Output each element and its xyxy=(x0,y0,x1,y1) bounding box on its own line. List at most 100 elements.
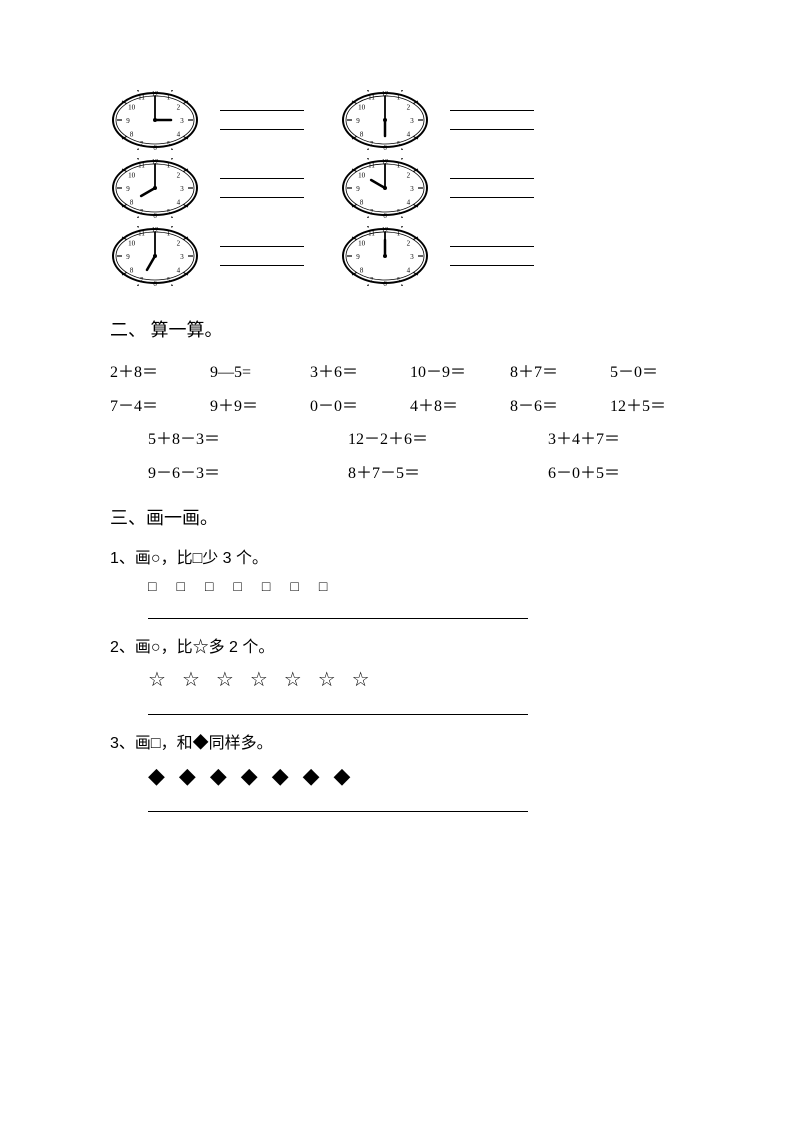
clock: 121234567891011 xyxy=(340,158,430,218)
q2-text: 2、画○，比☆多 2 个。 xyxy=(110,633,693,657)
svg-text:5: 5 xyxy=(167,140,171,148)
q3-answer-line[interactable] xyxy=(148,811,528,812)
svg-text:3: 3 xyxy=(410,117,414,125)
calc-expr: 8＋7－5＝ xyxy=(348,457,548,491)
svg-text:2: 2 xyxy=(407,172,411,180)
answer-line[interactable] xyxy=(450,129,534,130)
q2-answer-line[interactable] xyxy=(148,714,528,715)
svg-text:7: 7 xyxy=(370,276,374,284)
svg-text:11: 11 xyxy=(368,162,375,170)
answer-line[interactable] xyxy=(220,265,304,266)
svg-text:9: 9 xyxy=(126,185,130,193)
calc-expr: 0－0＝ xyxy=(310,390,410,424)
clock-row: 121234567891011 121234567891011 xyxy=(110,90,693,150)
answer-line[interactable] xyxy=(220,197,304,198)
svg-text:8: 8 xyxy=(130,131,134,139)
q1-answer-line[interactable] xyxy=(148,618,528,619)
calc-expr: 9－6－3＝ xyxy=(148,457,348,491)
calc-expr: 5－0＝ xyxy=(610,356,710,390)
svg-text:7: 7 xyxy=(370,140,374,148)
answer-line[interactable] xyxy=(220,178,304,179)
section3-title: 三、画一画。 xyxy=(110,504,693,530)
calc-expr: 8－6＝ xyxy=(510,390,610,424)
svg-text:9: 9 xyxy=(356,185,360,193)
svg-text:10: 10 xyxy=(128,240,136,248)
calc-expr: 4＋8＝ xyxy=(410,390,510,424)
calc-expr: 3＋6＝ xyxy=(310,356,410,390)
q3-text: 3、画□，和◆同样多。 xyxy=(110,729,693,753)
svg-text:7: 7 xyxy=(140,276,144,284)
clock-answer-lines xyxy=(220,178,304,198)
svg-text:4: 4 xyxy=(177,267,181,275)
svg-text:3: 3 xyxy=(180,117,184,125)
answer-line[interactable] xyxy=(450,197,534,198)
answer-line[interactable] xyxy=(220,110,304,111)
svg-text:7: 7 xyxy=(140,208,144,216)
svg-text:10: 10 xyxy=(358,240,366,248)
answer-line[interactable] xyxy=(450,178,534,179)
svg-text:4: 4 xyxy=(177,131,181,139)
svg-text:11: 11 xyxy=(368,94,375,102)
svg-text:10: 10 xyxy=(128,104,136,112)
svg-text:1: 1 xyxy=(167,230,171,238)
svg-text:1: 1 xyxy=(167,94,171,102)
calc-expr: 6－0＋5＝ xyxy=(548,457,748,491)
svg-text:2: 2 xyxy=(177,240,181,248)
worksheet-page: 121234567891011 121234567891011 xyxy=(0,0,793,872)
svg-text:8: 8 xyxy=(130,267,134,275)
question-1: 1、画○，比□少 3 个。 □□□□□□□ xyxy=(110,544,693,619)
calc-grid: 2＋8＝ 9—5= 3＋6＝ 10－9＝ 8＋7＝ 5－0＝ 7－4＝ 9＋9＝… xyxy=(110,356,693,490)
svg-text:9: 9 xyxy=(356,253,360,261)
svg-text:5: 5 xyxy=(167,208,171,216)
svg-text:6: 6 xyxy=(153,144,157,150)
clock-answer-lines xyxy=(220,246,304,266)
svg-text:6: 6 xyxy=(383,144,387,150)
calc-expr: 3＋4＋7＝ xyxy=(548,423,748,457)
calc-expr: 5＋8－3＝ xyxy=(148,423,348,457)
calc-row: 5＋8－3＝ 12－2＋6＝ 3＋4＋7＝ xyxy=(148,423,693,457)
svg-text:8: 8 xyxy=(130,199,134,207)
answer-line[interactable] xyxy=(450,110,534,111)
svg-text:11: 11 xyxy=(138,94,145,102)
section2-title: 二、 算一算。 xyxy=(110,316,693,342)
answer-line[interactable] xyxy=(450,246,534,247)
svg-text:6: 6 xyxy=(383,280,387,286)
svg-text:8: 8 xyxy=(360,267,364,275)
clock-answer-lines xyxy=(450,110,534,130)
q3-shapes: ◆◆◆◆◆◆◆ xyxy=(148,763,693,789)
clock: 121234567891011 xyxy=(110,226,200,286)
svg-text:3: 3 xyxy=(180,185,184,193)
answer-line[interactable] xyxy=(220,246,304,247)
svg-text:9: 9 xyxy=(126,117,130,125)
clock-pair: 121234567891011 xyxy=(110,158,340,218)
svg-text:4: 4 xyxy=(407,267,411,275)
svg-text:1: 1 xyxy=(397,94,401,102)
svg-text:11: 11 xyxy=(368,230,375,238)
svg-text:10: 10 xyxy=(128,172,136,180)
svg-text:4: 4 xyxy=(407,131,411,139)
svg-text:8: 8 xyxy=(360,199,364,207)
svg-text:2: 2 xyxy=(177,104,181,112)
svg-text:2: 2 xyxy=(177,172,181,180)
svg-text:5: 5 xyxy=(397,276,401,284)
calc-expr: 8＋7＝ xyxy=(510,356,610,390)
svg-text:9: 9 xyxy=(356,117,360,125)
calc-expr: 7－4＝ xyxy=(110,390,210,424)
clock-pair: 121234567891011 xyxy=(340,90,570,150)
clock-pair: 121234567891011 xyxy=(340,226,570,286)
svg-text:10: 10 xyxy=(358,104,366,112)
svg-text:9: 9 xyxy=(126,253,130,261)
svg-text:6: 6 xyxy=(153,280,157,286)
svg-text:5: 5 xyxy=(167,276,171,284)
answer-line[interactable] xyxy=(220,129,304,130)
svg-text:1: 1 xyxy=(397,162,401,170)
question-3: 3、画□，和◆同样多。 ◆◆◆◆◆◆◆ xyxy=(110,729,693,812)
calc-row: 9－6－3＝ 8＋7－5＝ 6－0＋5＝ xyxy=(148,457,693,491)
calc-row: 2＋8＝ 9—5= 3＋6＝ 10－9＝ 8＋7＝ 5－0＝ xyxy=(110,356,693,390)
clock-row: 121234567891011 121234567891011 xyxy=(110,158,693,218)
answer-line[interactable] xyxy=(450,265,534,266)
clock: 121234567891011 xyxy=(110,158,200,218)
svg-text:11: 11 xyxy=(138,162,145,170)
calc-row: 7－4＝ 9＋9＝ 0－0＝ 4＋8＝ 8－6＝ 12＋5＝ xyxy=(110,390,693,424)
svg-text:3: 3 xyxy=(410,185,414,193)
